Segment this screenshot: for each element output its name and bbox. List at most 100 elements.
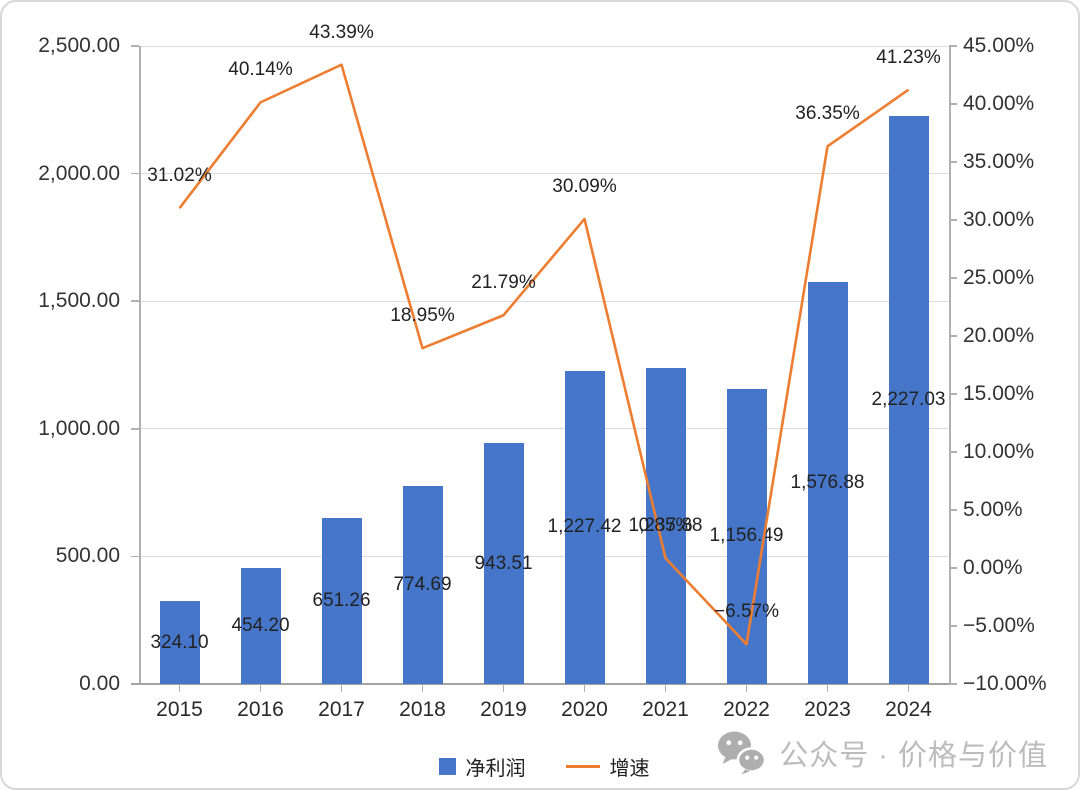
growth-line-path (178, 63, 910, 646)
y-axis-tick-right (949, 509, 957, 511)
y-axis-tick-label-right: −5.00% (963, 614, 1035, 637)
y-axis-left (139, 46, 141, 684)
line-point-label: 43.39% (309, 21, 374, 43)
y-axis-tick-label-right: 5.00% (963, 498, 1023, 521)
bar-value-label: 943.51 (474, 552, 533, 574)
y-axis-tick-label-right: 45.00% (963, 34, 1035, 57)
y-axis-tick-label-left: 500.00 (55, 544, 120, 568)
bar-value-label: 454.20 (231, 615, 290, 637)
x-axis-tick (421, 685, 424, 692)
x-axis-tick (664, 685, 667, 692)
bar (564, 370, 605, 684)
line-series-swatch (565, 764, 600, 768)
x-axis-tick-label: 2022 (723, 698, 770, 721)
y-axis-tick-label-right: 35.00% (963, 150, 1035, 173)
y-axis-tick-label-left: 0.00 (79, 672, 120, 695)
x-axis-tick-label: 2021 (642, 698, 689, 721)
x-axis-tick-label: 2019 (480, 698, 527, 721)
bar (321, 517, 362, 684)
growth-line (178, 63, 910, 646)
y-axis-tick-label-right: −10.00% (963, 672, 1047, 695)
line-point-label: −6.57% (714, 601, 779, 623)
bar-value-label: 1,227.42 (547, 516, 622, 538)
line-point-label: 18.95% (390, 305, 455, 327)
bar-value-label: 651.26 (312, 589, 371, 611)
legend-item-net-profit: 净利润 (438, 752, 526, 781)
legend: 净利润 增速 (139, 750, 949, 782)
gridline (139, 173, 949, 175)
y-axis-tick-label-left: 2,500.00 (38, 34, 120, 57)
x-axis-tick (583, 685, 586, 692)
bar (888, 115, 929, 684)
line-point-label: 31.02% (147, 165, 212, 187)
y-axis-tick-label-left: 2,000.00 (38, 161, 120, 185)
bar (645, 368, 686, 684)
y-axis-tick-right (949, 161, 957, 163)
x-axis-tick (502, 685, 505, 692)
x-axis-tick-label: 2018 (399, 698, 446, 721)
y-axis-tick-label-right: 15.00% (963, 382, 1035, 405)
legend-label-net-profit: 净利润 (465, 757, 526, 780)
y-axis-tick-left (131, 172, 139, 175)
watermark-text: 公众号 · 价格与价值 (779, 740, 1048, 772)
bar (159, 601, 200, 684)
legend-label-growth: 增速 (609, 757, 650, 780)
x-axis-tick-label: 2015 (156, 698, 203, 721)
y-axis-tick-left (131, 428, 139, 430)
bar-value-label: 774.69 (393, 574, 452, 596)
y-axis-tick-label-right: 20.00% (963, 324, 1035, 347)
line-point-label: 40.14% (228, 59, 293, 81)
gridline (139, 300, 949, 302)
x-axis-tick (907, 685, 910, 692)
gridline (139, 555, 949, 557)
line-point-label: 36.35% (795, 103, 860, 125)
line-point-label: 30.09% (552, 175, 617, 197)
legend-item-growth: 增速 (565, 752, 650, 781)
bar (483, 443, 524, 684)
line-point-label: 21.79% (471, 272, 536, 294)
bar-value-label: 2,227.03 (871, 388, 946, 410)
bar (807, 281, 848, 684)
bar-series-swatch (438, 757, 456, 775)
x-axis-tick-label: 2024 (885, 698, 932, 721)
y-axis-tick-right (949, 335, 957, 337)
x-axis-tick (340, 685, 343, 692)
gridline (139, 428, 949, 430)
y-axis-tick-left (131, 45, 139, 47)
y-axis-tick-right (949, 219, 957, 221)
y-axis-tick-left (131, 555, 139, 558)
watermark: 公众号 · 价格与价值 (717, 726, 1048, 780)
wechat-icon (718, 731, 767, 775)
y-axis-tick-label-left: 1,500.00 (38, 289, 120, 313)
y-axis-tick-right (949, 103, 957, 105)
bar (726, 388, 767, 684)
y-axis-tick-label-right: 40.00% (963, 92, 1035, 115)
y-axis-tick-right (949, 45, 957, 47)
y-axis-tick-right (949, 567, 957, 569)
y-axis-tick-label-right: 30.00% (963, 208, 1035, 231)
bar-value-label: 324.10 (150, 631, 209, 653)
bar (402, 486, 443, 684)
y-axis-tick-right (949, 683, 957, 685)
y-axis-tick-label-right: 25.00% (963, 266, 1035, 289)
line-point-label: 41.23% (876, 46, 941, 68)
y-axis-tick-label-left: 1,000.00 (38, 416, 120, 440)
x-axis (131, 683, 949, 685)
x-axis-tick (826, 685, 829, 692)
y-axis-tick-label-right: 10.00% (963, 440, 1035, 463)
x-axis-tick-label: 2016 (237, 698, 284, 721)
y-axis-tick-right (949, 451, 957, 453)
x-axis-tick (178, 685, 181, 692)
bar-value-label: 1,237.88 (628, 515, 703, 537)
y-axis-tick-right (949, 393, 957, 395)
bar-value-label: 1,576.88 (790, 471, 865, 493)
bar (240, 568, 281, 684)
y-axis-tick-label-right: 0.00% (963, 556, 1023, 579)
y-axis-tick-left (131, 300, 139, 302)
x-axis-tick (259, 685, 262, 692)
y-axis-right (949, 46, 951, 684)
y-axis-tick-right (949, 277, 957, 279)
line-point-label: 0.85% (638, 515, 693, 537)
gridline (139, 45, 949, 47)
